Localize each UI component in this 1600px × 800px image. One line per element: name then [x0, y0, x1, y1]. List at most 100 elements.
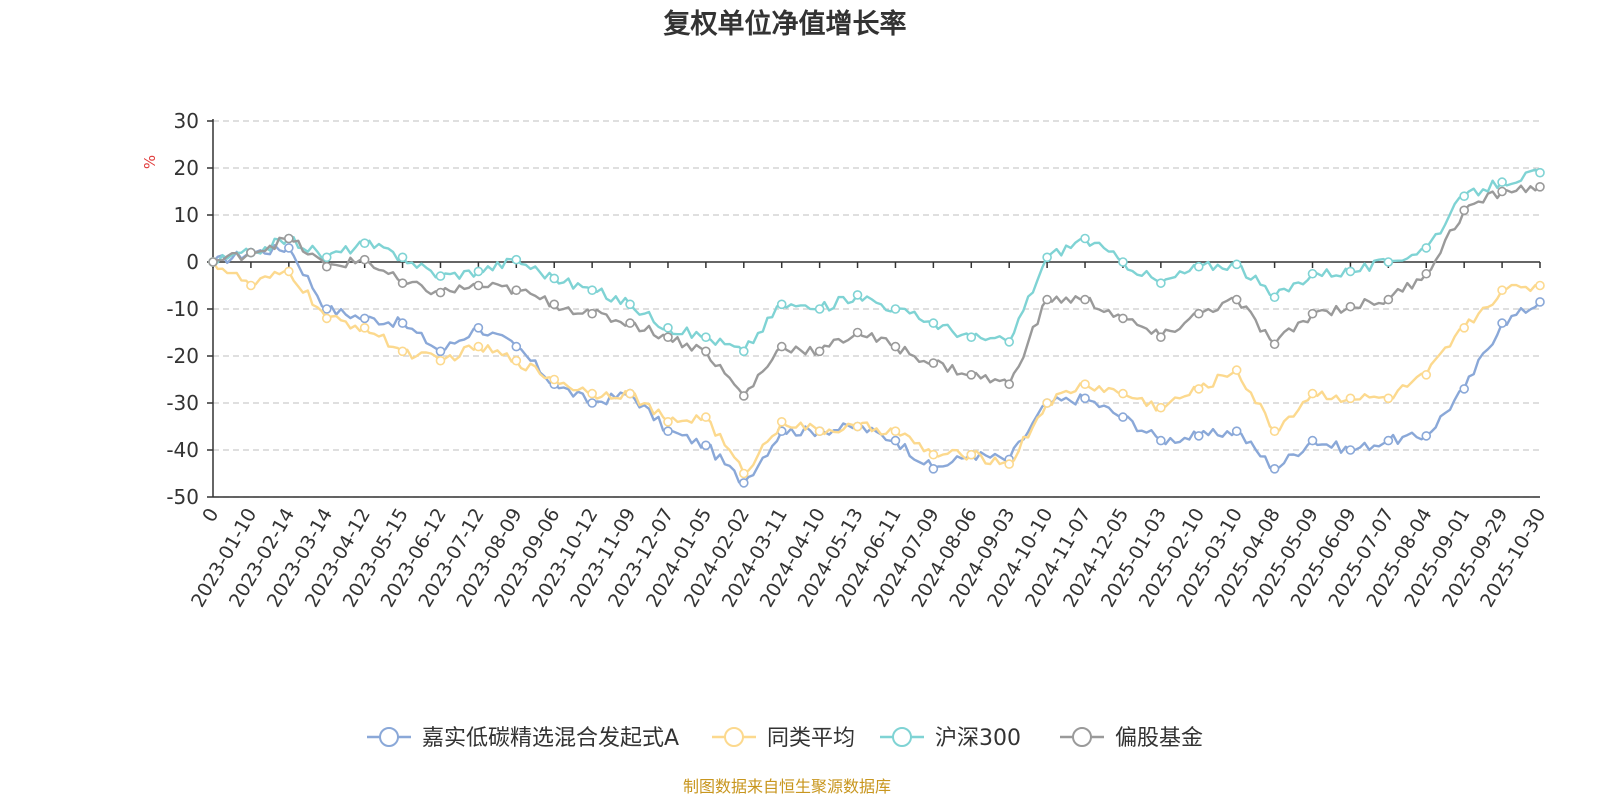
legend-label: 偏股基金	[1115, 726, 1203, 751]
series-point	[814, 346, 825, 357]
series-point	[1156, 332, 1166, 343]
series-point	[321, 313, 332, 324]
series-point	[625, 318, 635, 328]
series-point	[1383, 393, 1394, 404]
series-point	[1269, 292, 1280, 303]
series-point	[1231, 259, 1242, 270]
series-point	[1497, 285, 1507, 296]
series-point	[1231, 294, 1242, 305]
y-tick-label: 30	[174, 109, 199, 133]
series-point	[1535, 297, 1545, 307]
series-point	[1118, 388, 1128, 399]
series-point	[435, 346, 446, 357]
legend-marker	[1072, 727, 1092, 747]
legend: 嘉实低碳精选混合发起式A 同类平均 沪深300 偏股基金	[367, 726, 1203, 751]
series-point	[1459, 205, 1469, 216]
y-tick-label: -40	[166, 438, 199, 462]
series-line	[212, 261, 1541, 475]
legend-marker	[724, 727, 744, 747]
series-point	[587, 398, 597, 408]
x-tick-label: 0	[198, 505, 223, 526]
series-point	[435, 287, 446, 298]
series-point	[1231, 426, 1242, 437]
series-point	[1269, 426, 1280, 437]
series-point	[511, 254, 522, 265]
series-point	[511, 355, 522, 366]
series-point	[1193, 308, 1204, 319]
series-point	[1535, 167, 1545, 178]
legend-marker	[892, 727, 912, 747]
chart-title: 复权单位净值增长率	[664, 8, 907, 40]
y-axis-ticks: 30 20 10 0 -10 -20 -30 -40 -50	[166, 109, 213, 509]
series-point	[587, 308, 597, 319]
series-line	[212, 244, 1541, 485]
legend-marker	[379, 727, 399, 747]
series-point	[549, 374, 560, 385]
series-point	[1004, 337, 1015, 347]
series-point	[321, 261, 332, 272]
series-point	[1269, 339, 1280, 350]
series-point	[1080, 294, 1090, 305]
y-tick-label: -30	[166, 391, 199, 415]
series-point	[359, 322, 370, 333]
series-point	[1459, 322, 1469, 333]
series-point	[663, 416, 673, 427]
grid-lines	[213, 120, 1540, 498]
series-point	[1004, 379, 1015, 390]
series-point	[1345, 301, 1356, 312]
legend-label: 沪深300	[935, 726, 1021, 751]
series-point	[1535, 280, 1545, 291]
series-point	[928, 358, 939, 368]
series-point	[1497, 186, 1507, 197]
series-point	[1156, 435, 1166, 446]
series-point	[246, 247, 256, 258]
series-point	[1345, 266, 1356, 277]
series-point	[549, 273, 560, 284]
series-point	[1307, 268, 1318, 279]
series-point	[1042, 398, 1052, 408]
series-point	[1080, 393, 1090, 404]
y-axis-unit-label: %	[141, 155, 159, 169]
series-point	[738, 478, 749, 488]
series-point	[625, 388, 635, 399]
series-point	[435, 355, 446, 366]
series-point	[1118, 313, 1128, 324]
series-point	[701, 412, 711, 422]
series-point	[435, 271, 446, 281]
series-point	[1269, 463, 1280, 474]
series-point	[852, 290, 863, 300]
series-point	[1042, 294, 1052, 305]
series-point	[549, 299, 560, 310]
series-point	[890, 426, 901, 437]
series-point	[1383, 435, 1394, 446]
series-point	[738, 391, 749, 401]
series-point	[359, 313, 370, 324]
series-point	[852, 327, 863, 338]
series-point	[284, 233, 294, 244]
series-point	[776, 341, 787, 352]
series-point	[966, 449, 977, 460]
series-point	[1193, 384, 1204, 394]
series-point	[1156, 278, 1166, 288]
series-point	[1497, 318, 1507, 328]
series-point	[1118, 257, 1128, 267]
series-point	[473, 322, 484, 333]
series-point	[701, 332, 711, 343]
y-tick-label: 20	[174, 156, 199, 180]
series-point	[890, 435, 901, 446]
series-point	[511, 341, 522, 352]
series-point	[321, 304, 332, 314]
series-point	[738, 468, 749, 479]
series-point	[776, 416, 787, 427]
series-point	[473, 280, 484, 291]
legend-label: 同类平均	[767, 726, 855, 751]
series-point	[397, 346, 408, 357]
axes	[212, 119, 1540, 498]
series-point	[1231, 365, 1242, 375]
series-point	[1459, 384, 1469, 394]
legend-label: 嘉实低碳精选混合发起式A	[422, 726, 679, 751]
y-tick-label: -10	[166, 297, 199, 321]
series-point	[1421, 431, 1432, 441]
series-point	[738, 346, 749, 357]
